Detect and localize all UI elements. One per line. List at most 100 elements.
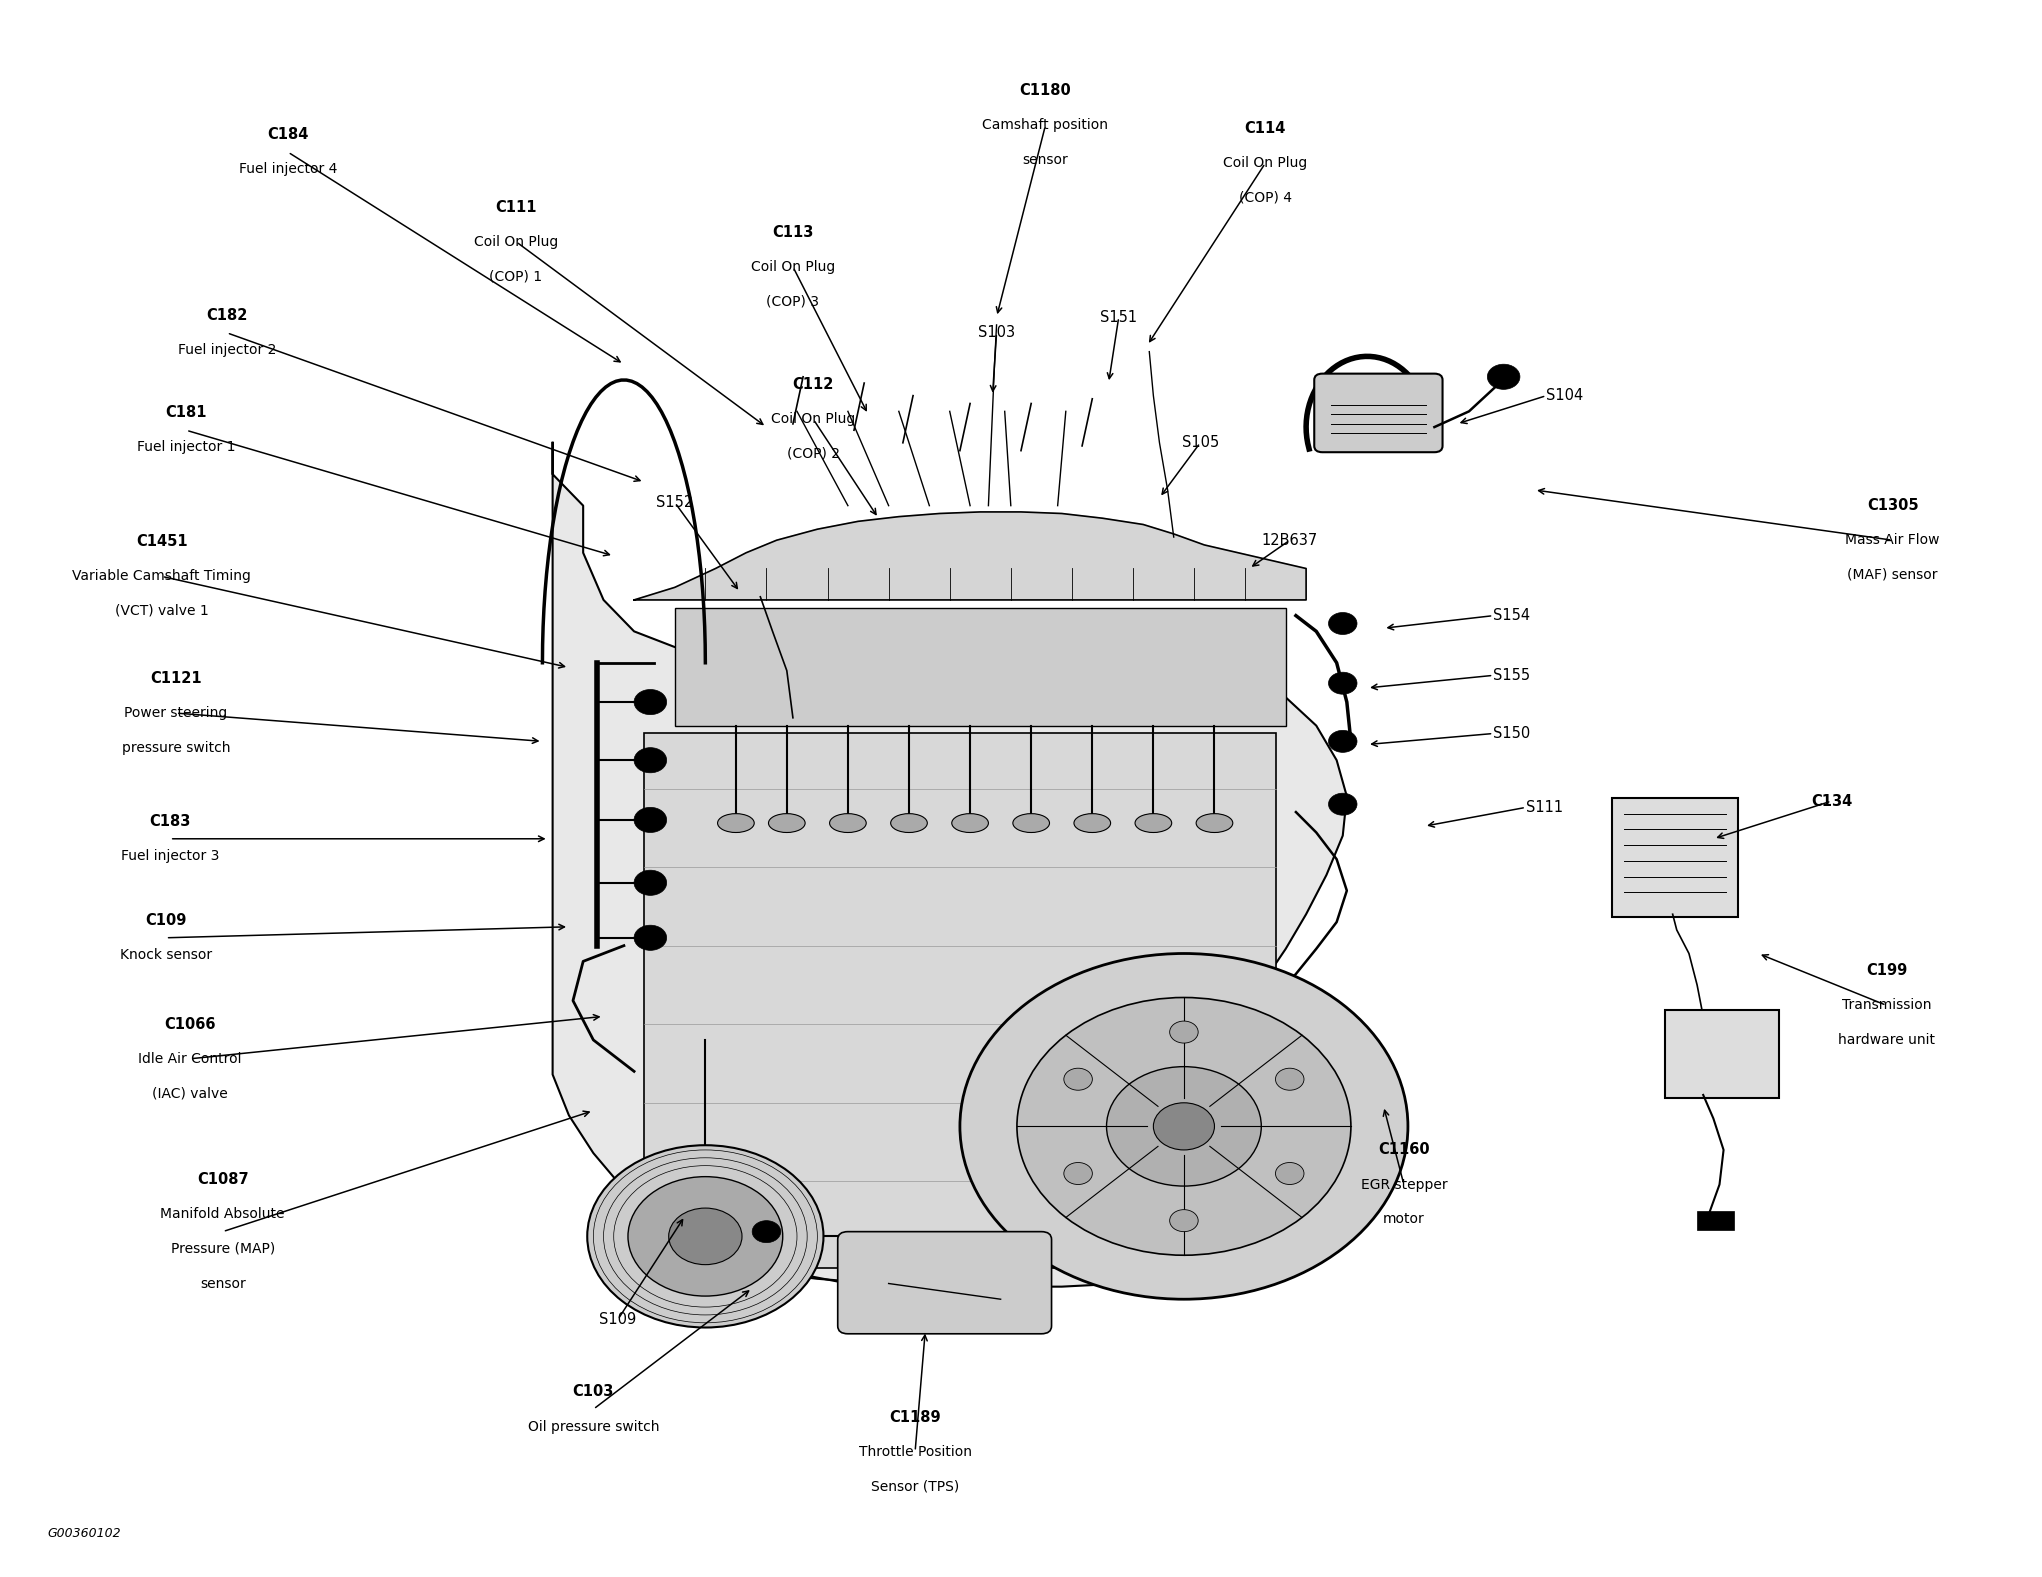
Polygon shape — [553, 443, 1348, 1287]
Text: C184: C184 — [268, 128, 308, 142]
Text: Fuel injector 4: Fuel injector 4 — [239, 162, 337, 177]
Text: sensor: sensor — [1023, 153, 1068, 167]
Text: C109: C109 — [145, 913, 186, 927]
Text: Coil On Plug: Coil On Plug — [474, 235, 557, 249]
Text: S103: S103 — [978, 325, 1015, 341]
Circle shape — [1154, 1102, 1215, 1150]
Text: (COP) 4: (COP) 4 — [1239, 191, 1293, 205]
Text: C114: C114 — [1246, 121, 1286, 136]
FancyBboxPatch shape — [1611, 798, 1738, 918]
Ellipse shape — [768, 814, 805, 833]
Text: EGR stepper: EGR stepper — [1360, 1178, 1448, 1192]
Text: Coil On Plug: Coil On Plug — [1223, 156, 1307, 170]
Text: Pressure (MAP): Pressure (MAP) — [172, 1243, 276, 1255]
Circle shape — [668, 1208, 741, 1265]
Text: Coil On Plug: Coil On Plug — [751, 260, 835, 274]
Text: Coil On Plug: Coil On Plug — [772, 412, 856, 426]
Text: C1451: C1451 — [137, 535, 188, 549]
Text: C1180: C1180 — [1019, 84, 1072, 98]
Circle shape — [1329, 730, 1358, 752]
Text: Mass Air Flow: Mass Air Flow — [1846, 533, 1940, 547]
Text: C1189: C1189 — [890, 1410, 941, 1424]
Ellipse shape — [1074, 814, 1111, 833]
Text: C199: C199 — [1866, 964, 1907, 978]
FancyBboxPatch shape — [1664, 1011, 1779, 1098]
Text: C1160: C1160 — [1378, 1142, 1429, 1158]
Text: (COP) 2: (COP) 2 — [786, 446, 839, 460]
Text: S152: S152 — [655, 495, 694, 509]
Text: S150: S150 — [1493, 725, 1532, 741]
Text: C1305: C1305 — [1866, 498, 1917, 513]
Text: Manifold Absolute: Manifold Absolute — [161, 1208, 286, 1221]
Ellipse shape — [829, 814, 866, 833]
Ellipse shape — [1197, 814, 1233, 833]
Text: G00360102: G00360102 — [47, 1527, 120, 1539]
Text: C111: C111 — [496, 200, 537, 214]
Circle shape — [1276, 1068, 1305, 1090]
Text: 12B637: 12B637 — [1262, 533, 1317, 547]
Text: S151: S151 — [1101, 309, 1137, 325]
Text: S104: S104 — [1546, 388, 1585, 404]
Text: C112: C112 — [792, 377, 833, 393]
FancyBboxPatch shape — [645, 733, 1276, 1268]
Text: S111: S111 — [1525, 800, 1564, 815]
Circle shape — [1170, 1020, 1199, 1042]
Text: C1066: C1066 — [163, 1017, 216, 1031]
Text: (MAF) sensor: (MAF) sensor — [1848, 568, 1938, 582]
Circle shape — [960, 954, 1407, 1299]
Text: hardware unit: hardware unit — [1838, 1033, 1936, 1047]
Text: sensor: sensor — [200, 1276, 245, 1290]
Text: Throttle Position: Throttle Position — [858, 1445, 972, 1459]
FancyBboxPatch shape — [837, 1232, 1052, 1334]
Text: C134: C134 — [1811, 793, 1852, 809]
Text: C181: C181 — [165, 405, 206, 421]
Ellipse shape — [717, 814, 753, 833]
Text: Idle Air Control: Idle Air Control — [139, 1052, 241, 1066]
Circle shape — [635, 689, 666, 714]
Text: (COP) 1: (COP) 1 — [490, 270, 543, 284]
Text: C183: C183 — [149, 814, 190, 830]
Text: C182: C182 — [206, 308, 247, 323]
FancyBboxPatch shape — [1697, 1211, 1734, 1230]
Text: Knock sensor: Knock sensor — [120, 948, 212, 962]
Circle shape — [1170, 1210, 1199, 1232]
Polygon shape — [635, 513, 1307, 599]
Text: Fuel injector 1: Fuel injector 1 — [137, 440, 235, 454]
Circle shape — [635, 807, 666, 833]
Text: motor: motor — [1382, 1213, 1425, 1225]
Text: Sensor (TPS): Sensor (TPS) — [872, 1479, 960, 1493]
Circle shape — [1064, 1068, 1092, 1090]
Text: Camshaft position: Camshaft position — [982, 118, 1109, 132]
Text: S155: S155 — [1493, 667, 1532, 683]
Text: Oil pressure switch: Oil pressure switch — [527, 1419, 660, 1433]
Circle shape — [635, 871, 666, 896]
Ellipse shape — [1135, 814, 1172, 833]
Text: C103: C103 — [572, 1385, 615, 1399]
Text: (COP) 3: (COP) 3 — [766, 295, 819, 309]
FancyBboxPatch shape — [674, 607, 1286, 725]
Text: Fuel injector 2: Fuel injector 2 — [178, 344, 276, 356]
Ellipse shape — [890, 814, 927, 833]
Circle shape — [1107, 1066, 1262, 1186]
Text: C1121: C1121 — [149, 670, 202, 686]
Circle shape — [1487, 364, 1519, 390]
Circle shape — [1064, 1162, 1092, 1184]
FancyBboxPatch shape — [1315, 374, 1442, 453]
Text: Fuel injector 3: Fuel injector 3 — [120, 848, 218, 863]
Text: Variable Camshaft Timing: Variable Camshaft Timing — [71, 569, 251, 583]
Circle shape — [588, 1145, 823, 1328]
Text: S105: S105 — [1182, 435, 1219, 451]
Circle shape — [1329, 672, 1358, 694]
Text: Power steering: Power steering — [125, 706, 227, 721]
Text: C113: C113 — [772, 224, 813, 240]
Circle shape — [1017, 998, 1352, 1255]
Circle shape — [629, 1176, 782, 1296]
Ellipse shape — [952, 814, 988, 833]
Text: (VCT) valve 1: (VCT) valve 1 — [114, 604, 208, 618]
Ellipse shape — [1013, 814, 1050, 833]
Text: S154: S154 — [1493, 609, 1532, 623]
Text: S109: S109 — [598, 1312, 637, 1328]
Circle shape — [1276, 1162, 1305, 1184]
Circle shape — [635, 926, 666, 951]
Text: (IAC) valve: (IAC) valve — [153, 1087, 229, 1101]
